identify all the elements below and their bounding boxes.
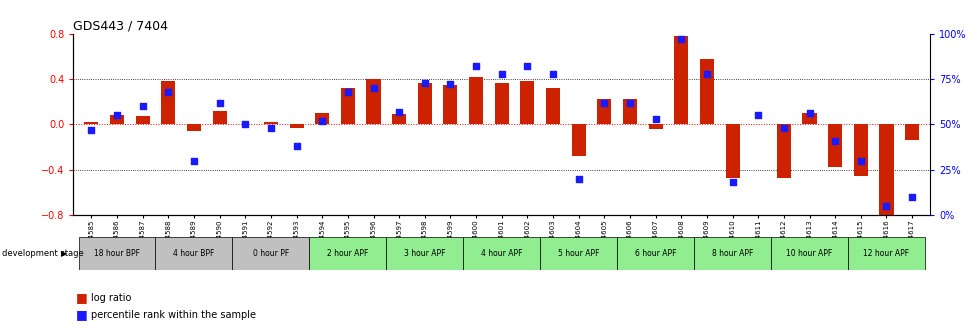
Text: ▶: ▶ bbox=[61, 249, 67, 258]
Bar bbox=[494, 83, 509, 124]
Point bbox=[877, 203, 893, 209]
Point bbox=[186, 158, 201, 163]
Text: log ratio: log ratio bbox=[91, 293, 131, 303]
Text: 4 hour APF: 4 hour APF bbox=[480, 249, 522, 258]
Text: ■: ■ bbox=[76, 308, 88, 321]
Bar bbox=[315, 113, 329, 124]
FancyBboxPatch shape bbox=[847, 237, 924, 270]
Point bbox=[366, 85, 381, 91]
Bar bbox=[878, 124, 893, 215]
Bar bbox=[802, 113, 816, 124]
Point bbox=[391, 109, 407, 114]
Bar bbox=[725, 124, 738, 178]
Bar bbox=[84, 122, 99, 124]
Text: 8 hour APF: 8 hour APF bbox=[711, 249, 752, 258]
Point bbox=[289, 143, 304, 149]
Bar bbox=[418, 83, 431, 124]
Point bbox=[724, 180, 739, 185]
Text: 0 hour PF: 0 hour PF bbox=[252, 249, 289, 258]
Bar bbox=[366, 79, 380, 124]
Point bbox=[339, 89, 355, 94]
Text: 10 hour APF: 10 hour APF bbox=[785, 249, 831, 258]
FancyBboxPatch shape bbox=[540, 237, 616, 270]
Point bbox=[904, 194, 919, 200]
Point bbox=[801, 111, 817, 116]
Bar bbox=[699, 58, 713, 124]
FancyBboxPatch shape bbox=[386, 237, 463, 270]
Point bbox=[621, 100, 637, 105]
Bar bbox=[187, 124, 200, 131]
Bar bbox=[212, 111, 227, 124]
Bar bbox=[776, 124, 790, 178]
Bar bbox=[136, 116, 150, 124]
Bar bbox=[571, 124, 585, 156]
Point bbox=[647, 116, 663, 122]
Point bbox=[852, 158, 867, 163]
Bar bbox=[853, 124, 867, 176]
Point bbox=[570, 176, 586, 181]
Point bbox=[160, 89, 176, 94]
Point bbox=[545, 71, 560, 76]
FancyBboxPatch shape bbox=[232, 237, 309, 270]
Text: ■: ■ bbox=[76, 291, 88, 304]
Bar bbox=[519, 81, 534, 124]
Bar bbox=[904, 124, 918, 140]
Point bbox=[826, 138, 842, 143]
Point bbox=[417, 80, 432, 85]
Point bbox=[596, 100, 611, 105]
Text: development stage: development stage bbox=[2, 249, 84, 258]
Text: percentile rank within the sample: percentile rank within the sample bbox=[91, 310, 256, 320]
Bar bbox=[622, 99, 637, 124]
Text: 6 hour APF: 6 hour APF bbox=[634, 249, 676, 258]
Point bbox=[83, 127, 99, 132]
Point bbox=[673, 36, 689, 42]
Bar bbox=[443, 85, 457, 124]
Point bbox=[467, 64, 483, 69]
Bar bbox=[827, 124, 841, 167]
Point bbox=[698, 71, 714, 76]
Bar bbox=[340, 88, 355, 124]
Bar bbox=[161, 81, 175, 124]
Point bbox=[211, 100, 227, 105]
Point bbox=[110, 113, 125, 118]
Point bbox=[238, 122, 253, 127]
Point bbox=[493, 71, 509, 76]
Point bbox=[314, 118, 330, 123]
Bar bbox=[110, 115, 124, 124]
FancyBboxPatch shape bbox=[693, 237, 771, 270]
Bar bbox=[546, 88, 559, 124]
Bar bbox=[392, 114, 406, 124]
Bar bbox=[264, 122, 278, 124]
Bar bbox=[597, 99, 610, 124]
Point bbox=[135, 103, 151, 109]
Point bbox=[519, 64, 535, 69]
FancyBboxPatch shape bbox=[78, 237, 156, 270]
Text: 2 hour APF: 2 hour APF bbox=[327, 249, 368, 258]
FancyBboxPatch shape bbox=[771, 237, 847, 270]
Point bbox=[442, 82, 458, 87]
Point bbox=[776, 125, 791, 131]
Text: 4 hour BPF: 4 hour BPF bbox=[173, 249, 214, 258]
Text: GDS443 / 7404: GDS443 / 7404 bbox=[73, 19, 168, 33]
Bar bbox=[674, 36, 688, 124]
Bar bbox=[289, 124, 303, 128]
Point bbox=[263, 125, 279, 131]
Text: 12 hour APF: 12 hour APF bbox=[863, 249, 909, 258]
FancyBboxPatch shape bbox=[156, 237, 232, 270]
Point bbox=[749, 113, 765, 118]
FancyBboxPatch shape bbox=[309, 237, 386, 270]
Bar bbox=[647, 124, 662, 129]
Text: 5 hour APF: 5 hour APF bbox=[557, 249, 599, 258]
Bar bbox=[468, 77, 483, 124]
Text: 3 hour APF: 3 hour APF bbox=[404, 249, 445, 258]
FancyBboxPatch shape bbox=[616, 237, 693, 270]
Text: 18 hour BPF: 18 hour BPF bbox=[94, 249, 140, 258]
FancyBboxPatch shape bbox=[463, 237, 540, 270]
